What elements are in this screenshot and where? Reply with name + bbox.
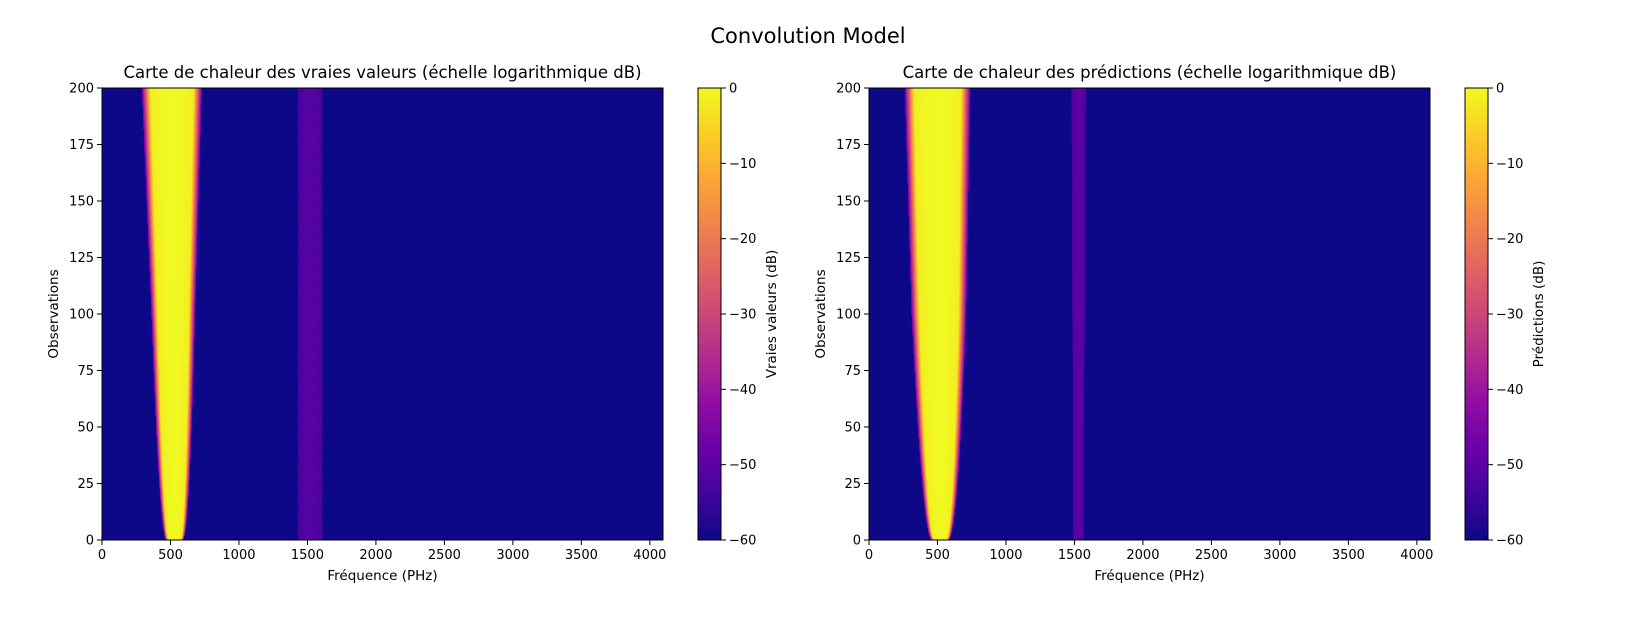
- y-tick-label: 25: [77, 477, 94, 492]
- y-tick-label: 200: [69, 82, 94, 97]
- x-tick-label: 2500: [428, 548, 461, 563]
- x-tick-label: 3500: [1332, 548, 1365, 563]
- colorbar-label: Vraies valeurs (dB): [764, 250, 780, 379]
- plot-title: Carte de chaleur des prédictions (échell…: [903, 63, 1397, 82]
- colorbar-label: Prédictions (dB): [1531, 261, 1547, 368]
- colorbar-tick-label: −10: [1496, 157, 1523, 172]
- y-axis-label: Observations: [46, 269, 62, 358]
- x-tick-label: 500: [158, 548, 183, 563]
- x-tick-label: 4000: [633, 548, 666, 563]
- colorbar-tick-label: −40: [1496, 383, 1523, 398]
- x-tick-label: 3000: [496, 548, 529, 563]
- colorbar-tick-label: −30: [1496, 308, 1523, 323]
- y-tick-label: 175: [836, 138, 861, 153]
- y-tick-label: 0: [853, 534, 861, 549]
- colorbar-tick-label: −50: [1496, 458, 1523, 473]
- y-axis-label: Observations: [813, 269, 829, 358]
- y-tick-label: 125: [836, 251, 861, 266]
- x-tick-label: 0: [865, 548, 873, 563]
- colorbar: [1464, 87, 1489, 541]
- heatmap-panel-2: Carte de chaleur des prédictions (échell…: [813, 63, 1547, 584]
- x-tick-label: 4000: [1400, 548, 1433, 563]
- colorbar-tick-label: −50: [729, 458, 756, 473]
- colorbar-tick-label: −60: [1496, 534, 1523, 549]
- y-tick-label: 175: [69, 138, 94, 153]
- heatmap-panel-1: Carte de chaleur des vraies valeurs (éch…: [46, 63, 780, 584]
- x-tick-label: 3000: [1263, 548, 1296, 563]
- y-tick-label: 50: [844, 421, 861, 436]
- y-tick-label: 150: [69, 195, 94, 210]
- x-tick-label: 3500: [565, 548, 598, 563]
- colorbar-tick-label: 0: [1496, 82, 1504, 97]
- y-tick-label: 75: [844, 364, 861, 379]
- x-tick-label: 1000: [222, 548, 255, 563]
- colorbar-tick-label: −10: [729, 157, 756, 172]
- y-tick-label: 100: [836, 308, 861, 323]
- colorbar-tick-label: −40: [729, 383, 756, 398]
- plot-title: Carte de chaleur des vraies valeurs (éch…: [123, 63, 641, 82]
- colorbar-tick-label: −20: [729, 232, 756, 247]
- colorbar-tick-label: −60: [729, 534, 756, 549]
- x-tick-label: 2000: [359, 548, 392, 563]
- x-tick-label: 1000: [989, 548, 1022, 563]
- y-tick-label: 25: [844, 477, 861, 492]
- y-tick-label: 100: [69, 308, 94, 323]
- y-tick-label: 50: [77, 421, 94, 436]
- x-tick-label: 2000: [1126, 548, 1159, 563]
- y-tick-label: 150: [836, 195, 861, 210]
- x-tick-label: 1500: [291, 548, 324, 563]
- x-axis-label: Fréquence (PHz): [1094, 568, 1204, 584]
- colorbar-tick-label: 0: [729, 82, 737, 97]
- heatmap-image: [869, 88, 1430, 540]
- x-tick-label: 500: [925, 548, 950, 563]
- figure-title: Convolution Model: [710, 24, 905, 48]
- x-tick-label: 2500: [1195, 548, 1228, 563]
- colorbar-tick-label: −30: [729, 308, 756, 323]
- y-tick-label: 200: [836, 82, 861, 97]
- x-tick-label: 0: [98, 548, 106, 563]
- y-tick-label: 75: [77, 364, 94, 379]
- colorbar: [697, 87, 722, 541]
- colorbar-tick-label: −20: [1496, 232, 1523, 247]
- y-tick-label: 0: [86, 534, 94, 549]
- x-tick-label: 1500: [1058, 548, 1091, 563]
- heatmap-image: [102, 88, 663, 540]
- y-tick-label: 125: [69, 251, 94, 266]
- x-axis-label: Fréquence (PHz): [327, 568, 437, 584]
